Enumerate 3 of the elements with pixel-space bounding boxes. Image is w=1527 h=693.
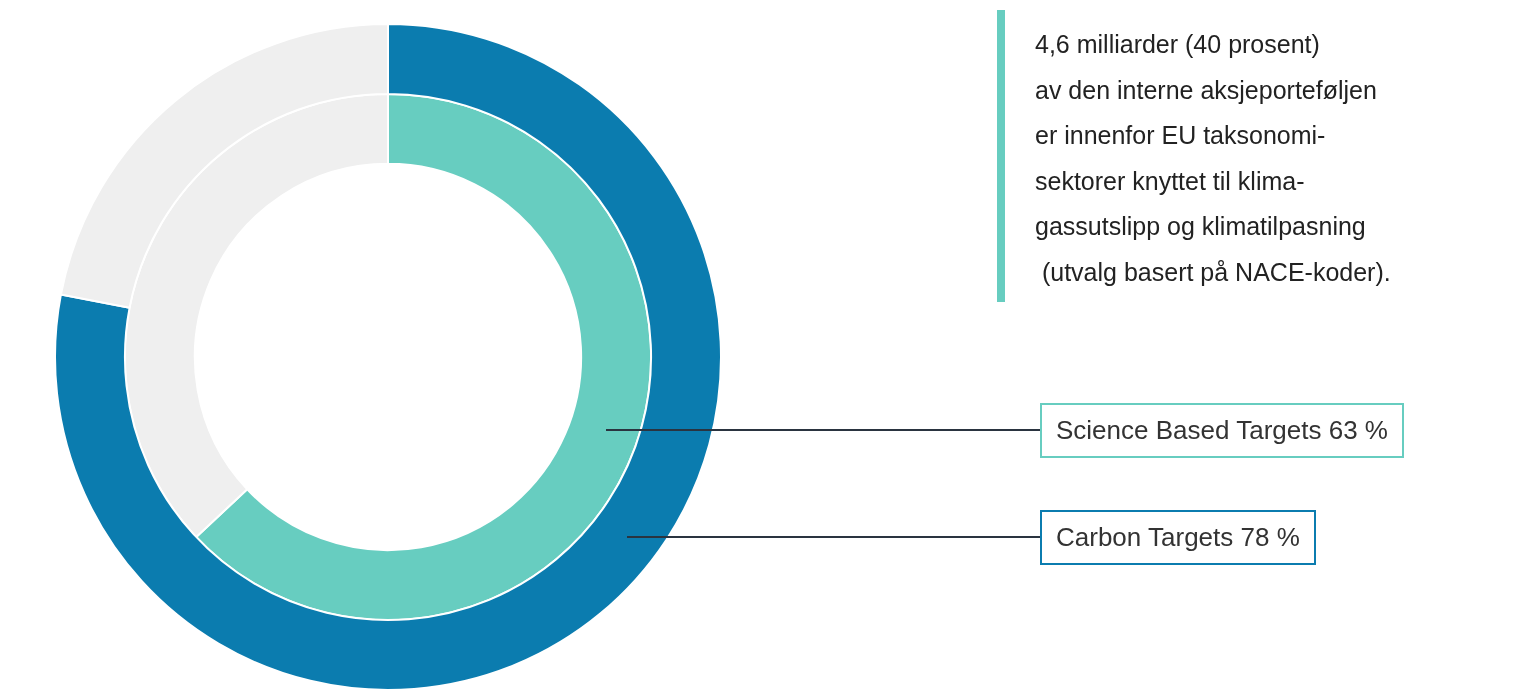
text: Science Based Targets 63 %: [1056, 415, 1388, 445]
text: 4,6 milliarder (40 prosent) av den interne aksjeporteføljen er innenfor EU taksonomi- sektorer knyttet til klima- gassutslipp og klimatilpasning (utvalg basert på NACE-koder).: [1035, 29, 1391, 288]
text: Carbon Targets 78 %: [1056, 522, 1300, 552]
